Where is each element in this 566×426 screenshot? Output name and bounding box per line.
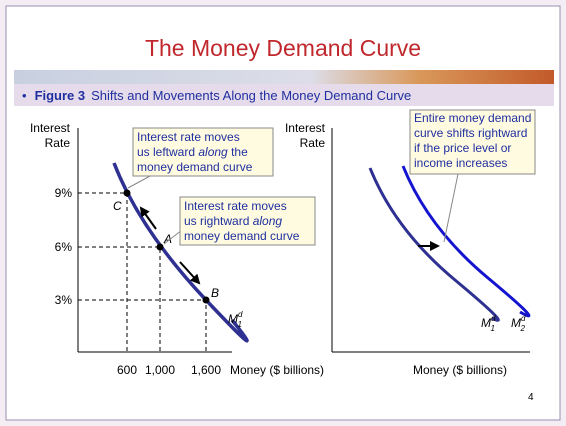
y-axis-label: Rate <box>45 136 71 150</box>
note-line: money demand curve <box>137 160 253 174</box>
leader <box>163 229 183 245</box>
note-line: income increases <box>414 156 507 170</box>
curve-label: Md 1 <box>481 314 496 333</box>
x-label: 600 <box>117 363 137 377</box>
y-label: 9% <box>55 186 73 200</box>
left-panel: Interest Rate 9% 6% 3% 600 1,000 1,600 M… <box>30 121 324 377</box>
point <box>156 243 164 251</box>
y-axis-label: Rate <box>300 136 326 150</box>
note-line: money demand curve <box>184 229 300 243</box>
demand-curve-2 <box>401 165 531 318</box>
right-panel: Interest Rate Money ($ billions) Entire … <box>285 109 536 377</box>
point-label: A <box>163 232 172 246</box>
banner <box>14 70 554 84</box>
title: The Money Demand Curve <box>145 35 421 61</box>
x-axis-label: Money ($ billions) <box>230 363 324 377</box>
leader <box>443 173 459 243</box>
note-line: curve shifts rightward <box>414 126 527 140</box>
y-axis-label: Interest <box>285 121 326 135</box>
note-line: Interest rate moves <box>137 130 240 144</box>
note-line: us rightward along <box>184 214 282 228</box>
note-line: Entire money demand <box>414 111 531 125</box>
point-label: B <box>211 286 219 300</box>
arrow <box>139 206 157 230</box>
x-axis-label: Money ($ billions) <box>413 363 507 377</box>
curve-label: Md 1 <box>228 310 243 329</box>
point <box>202 296 210 304</box>
page-number: 4 <box>528 392 534 403</box>
y-label: 6% <box>55 240 73 254</box>
caption-bar <box>14 84 554 106</box>
leader <box>127 175 151 189</box>
note-line: if the price level or <box>414 141 511 155</box>
caption: • Figure 3 Shifts and Movements Along the … <box>22 88 411 103</box>
curve-label: Md 2 <box>511 314 526 333</box>
note-box <box>132 127 274 177</box>
x-label: 1,600 <box>191 363 221 377</box>
y-label: 3% <box>55 293 73 307</box>
note-box <box>179 196 316 246</box>
demand-curve-1 <box>368 167 500 322</box>
y-axis-label: Interest <box>30 121 71 135</box>
point-label: C <box>113 199 122 213</box>
x-label: 1,000 <box>145 363 175 377</box>
note-line: Interest rate moves <box>184 199 287 213</box>
note-box <box>409 109 536 175</box>
arrow <box>179 261 201 285</box>
point <box>123 189 131 197</box>
note-line: us leftward along the <box>137 145 248 159</box>
